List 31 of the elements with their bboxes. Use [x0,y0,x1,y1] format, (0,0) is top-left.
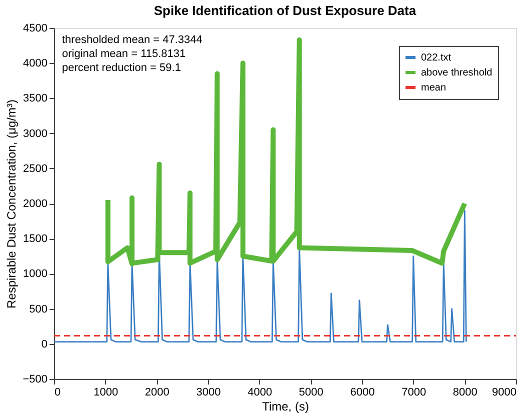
y-tick-label: 4500 [23,22,48,34]
y-tick-label: 4000 [23,58,48,70]
x-axis-title: Time, (s) [262,400,309,414]
annotation: percent reduction = 59.1 [62,62,181,74]
legend-label: above threshold [421,68,492,78]
annotation: thresholded mean = 47.3344 [62,34,202,46]
x-tick-label: 8000 [452,386,478,398]
y-tick-label: 2000 [23,198,48,210]
x-tick-label: 4000 [248,386,272,398]
x-tick-label: 0 [54,386,61,398]
x-tick-label: 3000 [196,386,221,398]
x-tick-label: 5000 [298,386,324,398]
chart-title: Spike Identification of Dust Exposure Data [154,3,417,18]
y-tick-label: 3000 [23,128,48,140]
x-tick-label: 1000 [94,386,118,398]
y-axis-title: Respirable Dust Concentration, (μg/m³) [4,100,19,308]
y-tick-label: 3500 [23,92,48,105]
line-series [54,210,467,342]
legend-label: 022.txt [421,52,452,64]
y-tick-label: 0 [41,338,48,350]
x-tick-label: 7000 [402,386,426,398]
legend-label: mean [421,82,446,94]
y-tick-label: 1000 [23,268,48,280]
y-tick-label: 500 [29,303,48,316]
annotation: original mean = 115.8131 [62,48,186,60]
x-tick-label: 6000 [350,386,375,398]
y-tick-label: 2500 [23,162,48,175]
y-tick-label: −500 [22,374,48,386]
x-tick-label: 9000 [492,386,516,398]
y-tick-label: 1500 [23,233,48,246]
x-tick-label: 2000 [144,386,170,398]
